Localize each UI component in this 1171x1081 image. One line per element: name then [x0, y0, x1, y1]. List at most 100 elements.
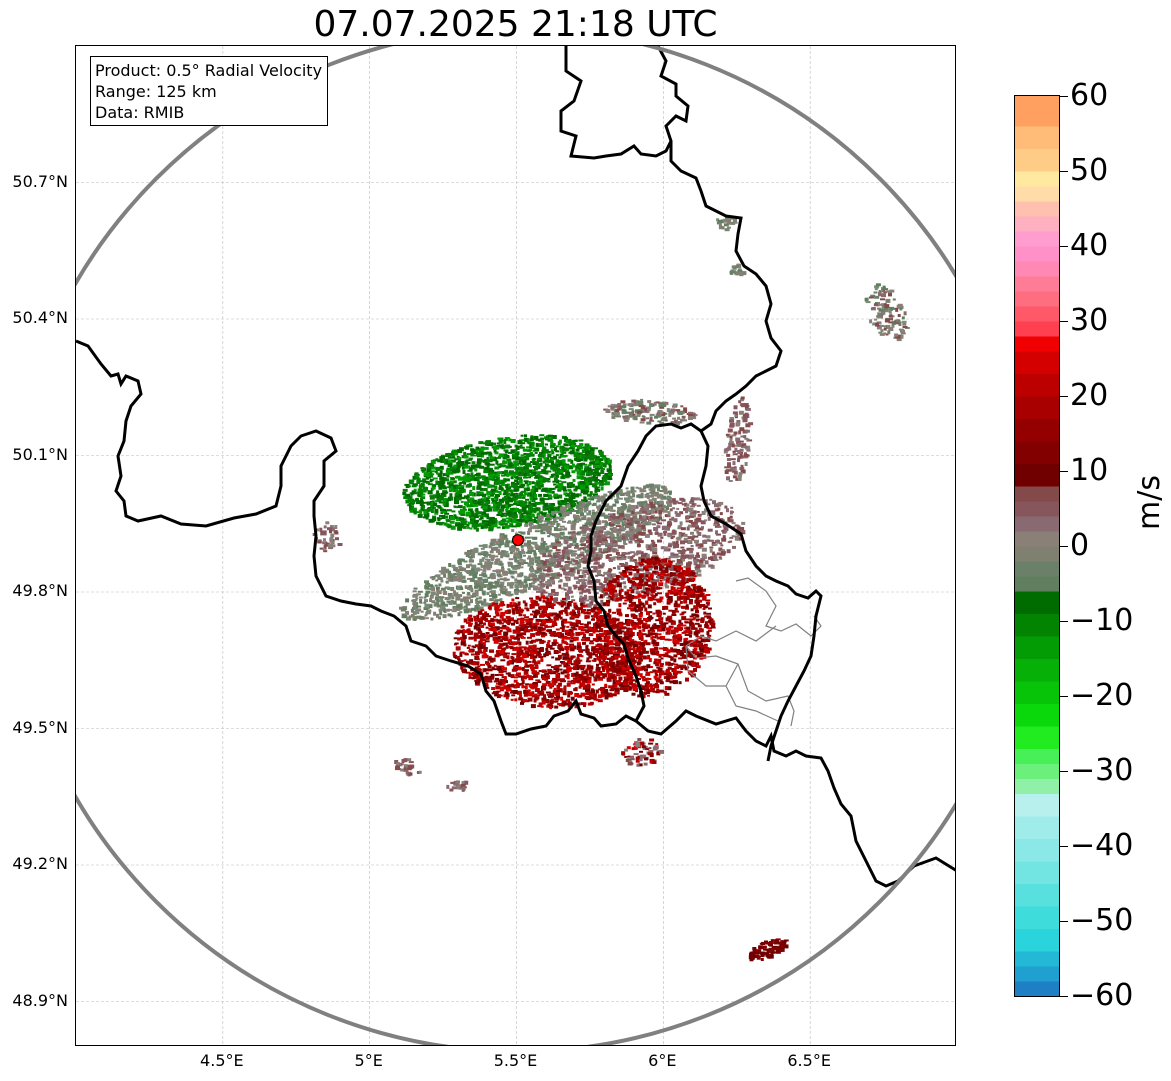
- near-zero-velocity-echo: [726, 508, 729, 513]
- inbound-velocity-echo: [592, 475, 596, 479]
- outbound-velocity-echo: [480, 651, 486, 654]
- near-zero-velocity-echo: [714, 508, 719, 512]
- outbound-velocity-echo: [526, 636, 532, 639]
- near-zero-velocity-echo: [643, 506, 649, 509]
- outbound-velocity-echo: [556, 678, 562, 682]
- near-zero-velocity-echo: [679, 521, 683, 526]
- inbound-velocity-echo: [426, 501, 431, 505]
- inbound-velocity-echo: [420, 493, 426, 496]
- near-zero-velocity-echo: [609, 515, 614, 518]
- near-zero-velocity-echo: [667, 579, 672, 584]
- inbound-velocity-echo: [518, 479, 522, 484]
- inbound-velocity-echo: [429, 496, 435, 500]
- near-zero-velocity-echo: [462, 567, 467, 571]
- radar-map-panel[interactable]: [75, 45, 956, 1046]
- inbound-velocity-echo: [456, 497, 461, 501]
- near-zero-velocity-echo: [690, 505, 696, 508]
- outbound-velocity-echo: [484, 680, 488, 682]
- outbound-velocity-echo: [590, 615, 594, 618]
- near-zero-velocity-echo: [541, 525, 544, 528]
- near-zero-velocity-echo: [642, 521, 645, 525]
- near-zero-velocity-echo: [435, 574, 441, 578]
- outbound-velocity-echo: [467, 644, 471, 647]
- near-zero-velocity-echo: [586, 512, 592, 516]
- near-zero-velocity-echo: [576, 509, 579, 514]
- inbound-velocity-echo: [527, 513, 533, 517]
- near-zero-velocity-echo: [734, 536, 739, 541]
- near-zero-velocity-echo: [584, 585, 588, 587]
- near-zero-velocity-echo: [588, 580, 593, 584]
- near-zero-velocity-echo: [701, 511, 706, 515]
- near-zero-velocity-echo: [686, 547, 691, 551]
- outbound-velocity-echo: [530, 694, 536, 697]
- near-zero-velocity-echo: [649, 483, 654, 488]
- inbound-velocity-echo: [502, 493, 507, 496]
- near-zero-velocity-echo: [692, 498, 698, 501]
- near-zero-velocity-echo: [504, 550, 509, 553]
- near-zero-velocity-echo: [577, 518, 582, 522]
- inbound-velocity-echo: [572, 502, 576, 504]
- near-zero-velocity-echo: [592, 531, 596, 535]
- inbound-velocity-echo: [428, 519, 433, 522]
- outbound-velocity-echo: [612, 635, 617, 639]
- near-zero-velocity-echo: [650, 547, 654, 552]
- inbound-velocity-echo: [538, 454, 544, 458]
- near-zero-velocity-echo: [563, 582, 569, 587]
- near-zero-velocity-echo: [639, 501, 645, 506]
- near-zero-velocity-echo: [443, 573, 447, 578]
- inbound-velocity-echo: [427, 483, 433, 486]
- near-zero-velocity-echo: [660, 562, 664, 566]
- near-zero-velocity-echo: [654, 491, 659, 496]
- near-zero-velocity-echo: [696, 504, 701, 507]
- outbound-velocity-echo: [524, 602, 528, 607]
- inbound-velocity-echo: [435, 500, 440, 503]
- inbound-velocity-echo: [409, 481, 413, 485]
- near-zero-velocity-echo: [583, 526, 589, 530]
- outbound-velocity-echo: [563, 669, 568, 674]
- inbound-velocity-echo: [439, 476, 445, 481]
- near-zero-velocity-echo: [727, 541, 731, 544]
- near-zero-velocity-echo: [517, 551, 521, 554]
- inbound-velocity-echo: [498, 440, 503, 444]
- inbound-velocity-echo: [415, 501, 420, 505]
- near-zero-velocity-echo: [616, 536, 621, 539]
- near-zero-velocity-echo: [635, 528, 640, 532]
- inbound-velocity-echo: [481, 511, 487, 516]
- outbound-velocity-echo: [526, 660, 532, 663]
- inbound-velocity-echo: [513, 510, 517, 515]
- near-zero-velocity-echo: [579, 501, 585, 506]
- near-zero-velocity-echo: [669, 508, 673, 512]
- inbound-velocity-echo: [470, 464, 475, 469]
- inbound-velocity-echo: [457, 505, 463, 509]
- near-zero-velocity-echo: [604, 523, 608, 528]
- near-zero-velocity-echo: [548, 525, 554, 528]
- outbound-velocity-echo: [580, 692, 586, 697]
- near-zero-velocity-echo: [670, 552, 675, 557]
- near-zero-velocity-echo: [656, 521, 660, 524]
- near-zero-velocity-echo: [461, 558, 465, 562]
- near-zero-velocity-echo: [531, 578, 535, 581]
- near-zero-velocity-echo: [516, 579, 522, 584]
- near-zero-velocity-echo: [488, 603, 492, 607]
- inbound-velocity-echo: [458, 458, 461, 462]
- near-zero-velocity-echo: [505, 592, 511, 596]
- near-zero-velocity-echo: [609, 533, 614, 537]
- radar-map[interactable]: [76, 46, 956, 1046]
- near-zero-velocity-echo: [464, 599, 469, 604]
- outbound-velocity-echo: [564, 653, 570, 656]
- near-zero-velocity-echo: [469, 577, 475, 582]
- inbound-velocity-echo: [453, 485, 457, 489]
- inbound-velocity-echo: [484, 526, 489, 528]
- inbound-velocity-echo: [449, 480, 454, 484]
- near-zero-velocity-echo: [623, 581, 626, 585]
- inbound-velocity-echo: [548, 496, 553, 500]
- near-zero-velocity-echo: [574, 520, 580, 523]
- near-zero-velocity-echo: [581, 528, 587, 533]
- inbound-velocity-echo: [482, 506, 488, 509]
- inbound-velocity-echo: [431, 507, 436, 509]
- near-zero-velocity-echo: [443, 591, 447, 595]
- near-zero-velocity-echo: [479, 560, 483, 563]
- near-zero-velocity-echo: [490, 597, 495, 600]
- near-zero-velocity-echo: [603, 593, 607, 596]
- inbound-velocity-echo: [520, 462, 523, 466]
